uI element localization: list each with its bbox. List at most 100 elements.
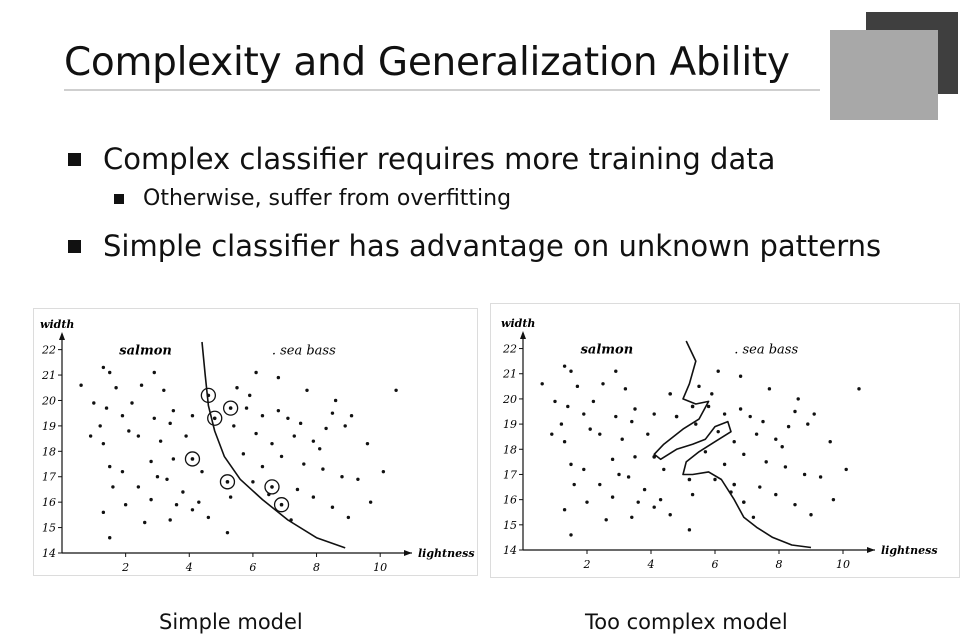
x-axis-label: lightness — [418, 547, 475, 560]
salmon-point — [569, 369, 573, 373]
salmon-point — [92, 401, 96, 405]
sea-bass-point — [286, 416, 290, 420]
salmon-point — [582, 412, 586, 416]
salmon-point — [562, 440, 567, 444]
salmon-point — [130, 401, 134, 405]
salmon-point — [658, 497, 663, 502]
salmon-point — [614, 369, 618, 373]
y-tick-label: 18 — [503, 443, 517, 456]
circled-point — [264, 479, 280, 495]
sea-bass-point — [809, 513, 813, 517]
salmon-point — [617, 472, 621, 477]
salmon-point — [108, 536, 112, 540]
salmon-point — [562, 364, 567, 368]
x-tick-label: 8 — [313, 561, 320, 574]
x-axis-arrow — [404, 550, 412, 556]
salmon-point — [79, 383, 83, 387]
salmon-point — [662, 467, 666, 472]
y-tick-label: 14 — [42, 547, 56, 560]
misclassified-point — [212, 416, 217, 421]
salmon-point — [623, 387, 628, 391]
page-title: Complexity and Generalization Ability — [64, 40, 790, 85]
salmon-point — [120, 469, 125, 474]
sea-bass-point — [706, 404, 711, 409]
sea-bass-point — [302, 462, 306, 466]
salmon-point — [155, 475, 160, 479]
circled-point — [184, 451, 201, 467]
x-tick-label: 10 — [373, 561, 387, 574]
misclassified-point — [270, 485, 274, 489]
salmon-point — [636, 500, 640, 504]
salmon-point — [101, 365, 106, 370]
salmon-point — [562, 508, 567, 512]
sea-bass-point — [690, 492, 695, 497]
y-tick-label: 22 — [502, 343, 517, 356]
salmon-point — [190, 508, 195, 512]
salmon-point — [162, 388, 166, 393]
sea-bass-point — [241, 452, 246, 456]
decision-boundary — [653, 340, 812, 549]
salmon-point — [582, 467, 586, 472]
salmon-point — [136, 434, 141, 438]
sea-bass-point — [818, 475, 823, 479]
x-tick-label: 10 — [836, 558, 850, 571]
salmon-point — [149, 497, 153, 502]
sea-bass-point — [270, 441, 274, 446]
bullet-2-text: Simple classifier has advantage on unkno… — [103, 229, 882, 263]
sea-bass-point — [758, 485, 762, 489]
sea-bass-point — [697, 384, 701, 389]
sea-bass-point — [279, 454, 284, 459]
sea-bass-point — [260, 414, 265, 418]
complex-model-caption: Too complex model — [585, 610, 788, 634]
sea-bass-point — [844, 467, 848, 472]
circled-point — [273, 497, 290, 513]
salmon-point — [171, 457, 176, 461]
sea-bass-point — [767, 387, 772, 391]
salmon-point — [626, 475, 631, 479]
sea-bass-point — [857, 387, 861, 391]
sea-bass-point — [324, 426, 328, 431]
boundary-point — [652, 455, 656, 459]
sea-bass-point — [716, 369, 720, 373]
sea-bass-point — [368, 500, 373, 504]
salmon-point — [101, 441, 106, 446]
sea-bass-point — [793, 409, 797, 414]
salmon-point — [152, 370, 156, 375]
salmon-point — [184, 434, 188, 438]
sea-bass-point — [235, 386, 239, 390]
sea-bass-point — [254, 370, 258, 375]
sea-bass-point — [343, 424, 347, 428]
salmon-point — [165, 477, 169, 481]
sea-bass-point — [774, 492, 778, 497]
salmon-point — [591, 399, 596, 404]
x-tick-label: 8 — [776, 558, 783, 571]
salmon-point — [642, 487, 647, 492]
salmon-point — [123, 502, 128, 507]
salmon-point — [168, 518, 172, 522]
salmon-point — [601, 382, 605, 386]
salmon-label: salmon — [119, 344, 172, 359]
x-tick-label: 6 — [712, 558, 719, 571]
y-tick-label: 15 — [42, 522, 56, 535]
salmon-point — [585, 500, 589, 504]
salmon-point — [181, 490, 185, 494]
sea-bass-point — [831, 497, 836, 502]
sea-bass-point — [761, 419, 765, 424]
salmon-point — [569, 533, 573, 537]
salmon-point — [598, 482, 602, 487]
sea-bass-point — [806, 422, 810, 426]
salmon-point — [174, 502, 179, 507]
salmon-point — [614, 414, 618, 419]
salmon-point — [104, 406, 109, 410]
sea-bass-label: . sea bass — [734, 343, 798, 358]
salmon-point — [652, 412, 656, 416]
sea-bass-point — [812, 412, 816, 416]
x-tick-label: 2 — [583, 558, 591, 571]
y-axis-arrow — [520, 331, 526, 339]
salmon-point — [101, 510, 106, 515]
boundary-point — [732, 482, 736, 487]
salmon-point — [550, 432, 554, 436]
salmon-point — [88, 434, 93, 438]
salmon-point — [610, 495, 615, 499]
sea-bass-point — [722, 462, 727, 467]
